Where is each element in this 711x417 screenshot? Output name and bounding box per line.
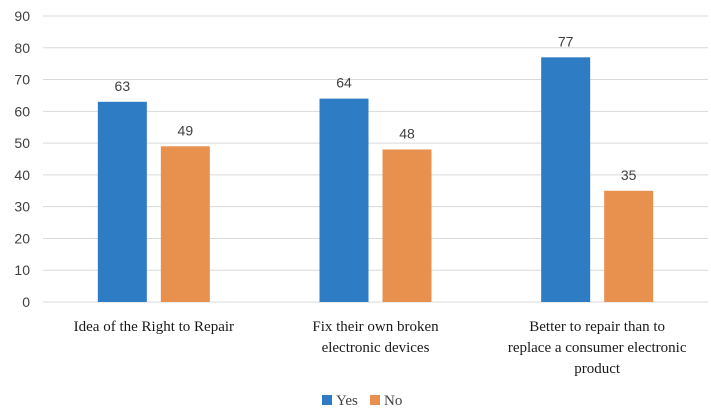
bar-no	[160, 146, 210, 302]
bar-yes	[97, 101, 147, 302]
y-tick-label: 30	[14, 199, 30, 215]
y-tick-label: 90	[14, 8, 30, 24]
x-category-label: Better to repair than to	[529, 319, 665, 335]
x-axis-categories: Idea of the Right to Repair Fix their own…	[74, 319, 687, 377]
x-category-label: product	[574, 361, 621, 377]
bar-no	[382, 149, 432, 302]
bar-yes	[319, 98, 369, 302]
x-category-label: replace a consumer electronic	[508, 340, 687, 356]
data-label: 35	[621, 167, 637, 183]
bar-yes	[541, 57, 591, 302]
legend-swatch-yes	[322, 395, 332, 405]
bar-no	[604, 190, 654, 302]
data-label: 63	[115, 78, 131, 94]
y-tick-label: 50	[14, 135, 30, 151]
y-tick-label: 10	[14, 262, 30, 278]
legend: Yes No	[322, 393, 402, 409]
y-axis-ticks: 0 10 20 30 40 50 60 70 80 90	[14, 8, 30, 310]
y-tick-label: 80	[14, 40, 30, 56]
data-label: 64	[336, 75, 352, 91]
data-label: 48	[399, 125, 415, 141]
x-category-label: Fix their own broken	[312, 319, 439, 335]
data-labels: 63 49 64 48 77 35	[115, 33, 637, 182]
legend-swatch-no	[370, 395, 380, 405]
gridlines	[43, 15, 708, 303]
y-tick-label: 40	[14, 167, 30, 183]
y-tick-label: 0	[22, 294, 30, 310]
y-tick-label: 70	[14, 72, 30, 88]
x-category-label: Idea of the Right to Repair	[74, 319, 234, 335]
y-tick-label: 60	[14, 103, 30, 119]
legend-label-yes: Yes	[336, 393, 358, 409]
bars	[97, 57, 654, 302]
x-category-label: electronic devices	[322, 340, 430, 356]
legend-label-no: No	[384, 393, 402, 409]
data-label: 49	[178, 122, 194, 138]
data-label: 77	[558, 33, 574, 49]
y-tick-label: 20	[14, 230, 30, 246]
